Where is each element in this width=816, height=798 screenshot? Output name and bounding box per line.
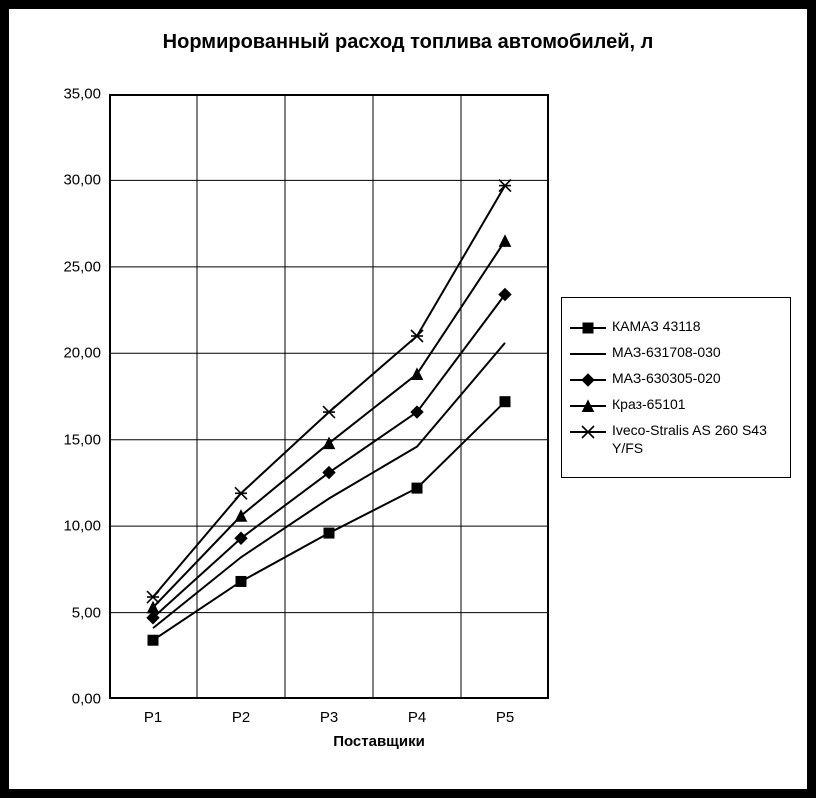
marker-diamond [582, 374, 594, 386]
series-line [153, 241, 505, 607]
y-tick-label: 35,00 [63, 86, 109, 103]
legend-swatch [570, 372, 606, 388]
legend-item: Iveco-Stralis AS 260 S43 Y/FS [570, 422, 782, 457]
y-tick-label: 10,00 [63, 518, 109, 535]
chart-frame: Нормированный расход топлива автомобилей… [0, 0, 816, 798]
series-line [153, 295, 505, 618]
x-tick-label: P4 [408, 699, 426, 726]
series [147, 180, 511, 603]
legend-item: КАМАЗ 43118 [570, 318, 782, 336]
marker-triangle [500, 235, 511, 246]
legend-label: Краз-65101 [612, 396, 686, 414]
series [147, 289, 511, 624]
series [148, 235, 511, 612]
marker-triangle [412, 369, 423, 380]
x-axis-label: Поставщики [109, 733, 649, 750]
y-tick-label: 30,00 [63, 172, 109, 189]
legend-label: КАМАЗ 43118 [612, 318, 701, 336]
x-tick-label: P5 [496, 699, 514, 726]
y-tick-label: 5,00 [72, 604, 109, 621]
legend-swatch [570, 320, 606, 336]
legend-label: МАЗ-631708-030 [612, 344, 721, 362]
legend-label: Iveco-Stralis AS 260 S43 Y/FS [612, 422, 782, 457]
legend-item: Краз-65101 [570, 396, 782, 414]
y-tick-label: 0,00 [72, 691, 109, 708]
x-tick-label: P3 [320, 699, 338, 726]
plot-svg [109, 94, 549, 699]
y-tick-label: 25,00 [63, 258, 109, 275]
series [153, 343, 505, 628]
legend-swatch [570, 346, 606, 362]
marker-square [583, 323, 593, 333]
marker-square [148, 635, 158, 645]
marker-square [500, 397, 510, 407]
marker-square [412, 483, 422, 493]
y-tick-label: 15,00 [63, 431, 109, 448]
legend-item: МАЗ-630305-020 [570, 370, 782, 388]
plot-area: 0,005,0010,0015,0020,0025,0030,0035,00P1… [109, 94, 549, 699]
chart-title: Нормированный расход топлива автомобилей… [9, 31, 807, 54]
legend-swatch [570, 424, 606, 440]
legend-swatch [570, 398, 606, 414]
x-tick-label: P2 [232, 699, 250, 726]
y-tick-label: 20,00 [63, 345, 109, 362]
legend: КАМАЗ 43118 МАЗ-631708-030 МАЗ-630305-020 К… [561, 297, 791, 478]
legend-label: МАЗ-630305-020 [612, 370, 721, 388]
marker-square [236, 576, 246, 586]
legend-item: МАЗ-631708-030 [570, 344, 782, 362]
x-tick-label: P1 [144, 699, 162, 726]
marker-square [324, 528, 334, 538]
series [148, 397, 510, 646]
series-line [153, 343, 505, 628]
